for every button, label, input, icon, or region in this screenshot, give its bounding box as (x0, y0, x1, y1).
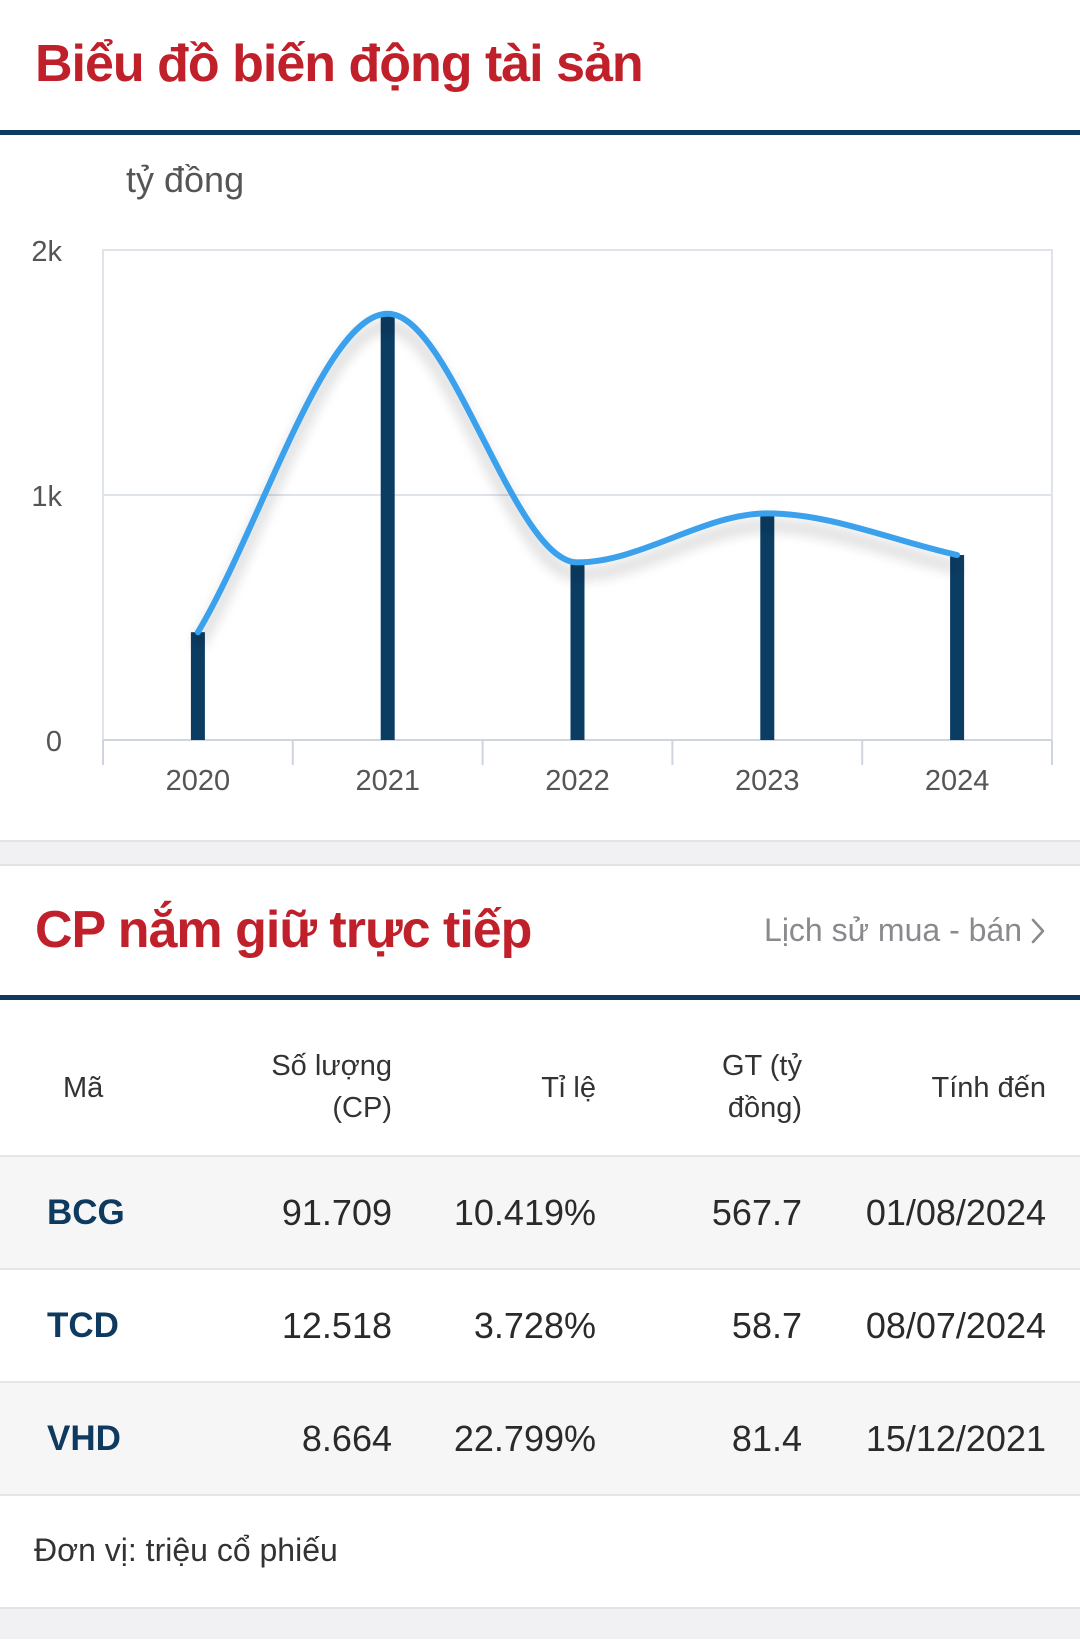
header-value-line1: GT (tỷ (721, 1050, 802, 1082)
header-quantity-line2: (CP) (332, 1092, 392, 1124)
holdings-card: CP nắm giữ trực tiếp Lịch sử mua - bán M… (0, 866, 1080, 1639)
header-value-line2: đồng) (727, 1092, 802, 1124)
x-tick-label: 2020 (166, 765, 231, 797)
table-row[interactable]: VHD 8.664 22.799% 81.4 15/12/2021 (0, 1383, 1080, 1496)
header-ratio: Tỉ lệ (541, 1072, 596, 1104)
stock-code[interactable]: TCD (47, 1305, 119, 1345)
y-tick-label: 1k (31, 481, 62, 513)
bar-2024 (950, 555, 965, 740)
header-quantity: Số lượng (CP) (271, 1045, 392, 1129)
bar-2022 (570, 562, 585, 740)
header-code: Mã (63, 1072, 104, 1104)
header-date: Tính đến (931, 1072, 1046, 1104)
header-value: GT (tỷ đồng) (722, 1045, 802, 1129)
history-link-label: Lịch sử mua - bán (764, 912, 1022, 948)
asset-chart: tỷ đồng 0 1k 2k 2020 2021 2022 2023 2024 (31, 159, 1053, 797)
quantity-cell: 12.518 (281, 1304, 392, 1346)
stock-code[interactable]: BCG (47, 1192, 125, 1232)
holdings-section-header: CP nắm giữ trực tiếp Lịch sử mua - bán (0, 866, 1080, 1000)
y-tick-label: 2k (31, 236, 62, 268)
table-row[interactable]: BCG 91.709 10.419% 567.7 01/08/2024 (0, 1157, 1080, 1270)
y-axis-label: tỷ đồng (126, 159, 244, 200)
bar-2023 (760, 513, 775, 740)
x-tick-label: 2022 (545, 765, 610, 797)
table-row[interactable]: TCD 12.518 3.728% 58.7 08/07/2024 (0, 1270, 1080, 1383)
x-tick-label: 2023 (735, 765, 800, 797)
bar-2021 (380, 313, 395, 740)
x-tick-label: 2024 (925, 765, 990, 797)
quantity-cell: 8.664 (301, 1417, 392, 1459)
chevron-right-icon (1031, 918, 1045, 943)
x-tick-label: 2021 (355, 765, 420, 797)
history-link[interactable]: Lịch sử mua - bán (764, 912, 1046, 949)
header-quantity-line1: Số lượng (271, 1050, 392, 1082)
date-cell: 15/12/2021 (865, 1417, 1046, 1459)
holdings-section-title: CP nắm giữ trực tiếp (35, 901, 532, 959)
ratio-cell: 10.419% (453, 1191, 596, 1233)
section-divider (0, 130, 1080, 135)
section-divider (0, 995, 1080, 1000)
unit-note: Đơn vị: triệu cổ phiếu (34, 1532, 338, 1568)
date-cell: 08/07/2024 (865, 1304, 1046, 1346)
value-cell: 567.7 (711, 1191, 802, 1233)
bottom-separator (0, 1609, 1080, 1639)
asset-chart-card: Biểu đồ biến động tài sản tỷ đồng 0 1k 2k 20… (0, 0, 1080, 797)
stock-code[interactable]: VHD (47, 1418, 121, 1458)
value-cell: 81.4 (731, 1417, 802, 1459)
quantity-cell: 91.709 (281, 1191, 392, 1233)
ratio-cell: 22.799% (453, 1417, 596, 1459)
value-cell: 58.7 (731, 1304, 802, 1346)
table-footnote: Đơn vị: triệu cổ phiếu (0, 1496, 1080, 1609)
ratio-cell: 3.728% (473, 1304, 596, 1346)
chart-section-title: Biểu đồ biến động tài sản (35, 35, 644, 93)
y-tick-label: 0 (46, 726, 62, 758)
trend-line (194, 310, 961, 636)
section-separator (0, 840, 1080, 866)
holdings-table: Mã Số lượng (CP) Tỉ lệ GT (tỷ đồng) Tính… (0, 1021, 1080, 1639)
chart-section-header: Biểu đồ biến động tài sản (0, 0, 1080, 135)
table-header: Mã Số lượng (CP) Tỉ lệ GT (tỷ đồng) Tính… (0, 1021, 1080, 1157)
date-cell: 01/08/2024 (865, 1191, 1046, 1233)
bar-2020 (190, 632, 205, 740)
